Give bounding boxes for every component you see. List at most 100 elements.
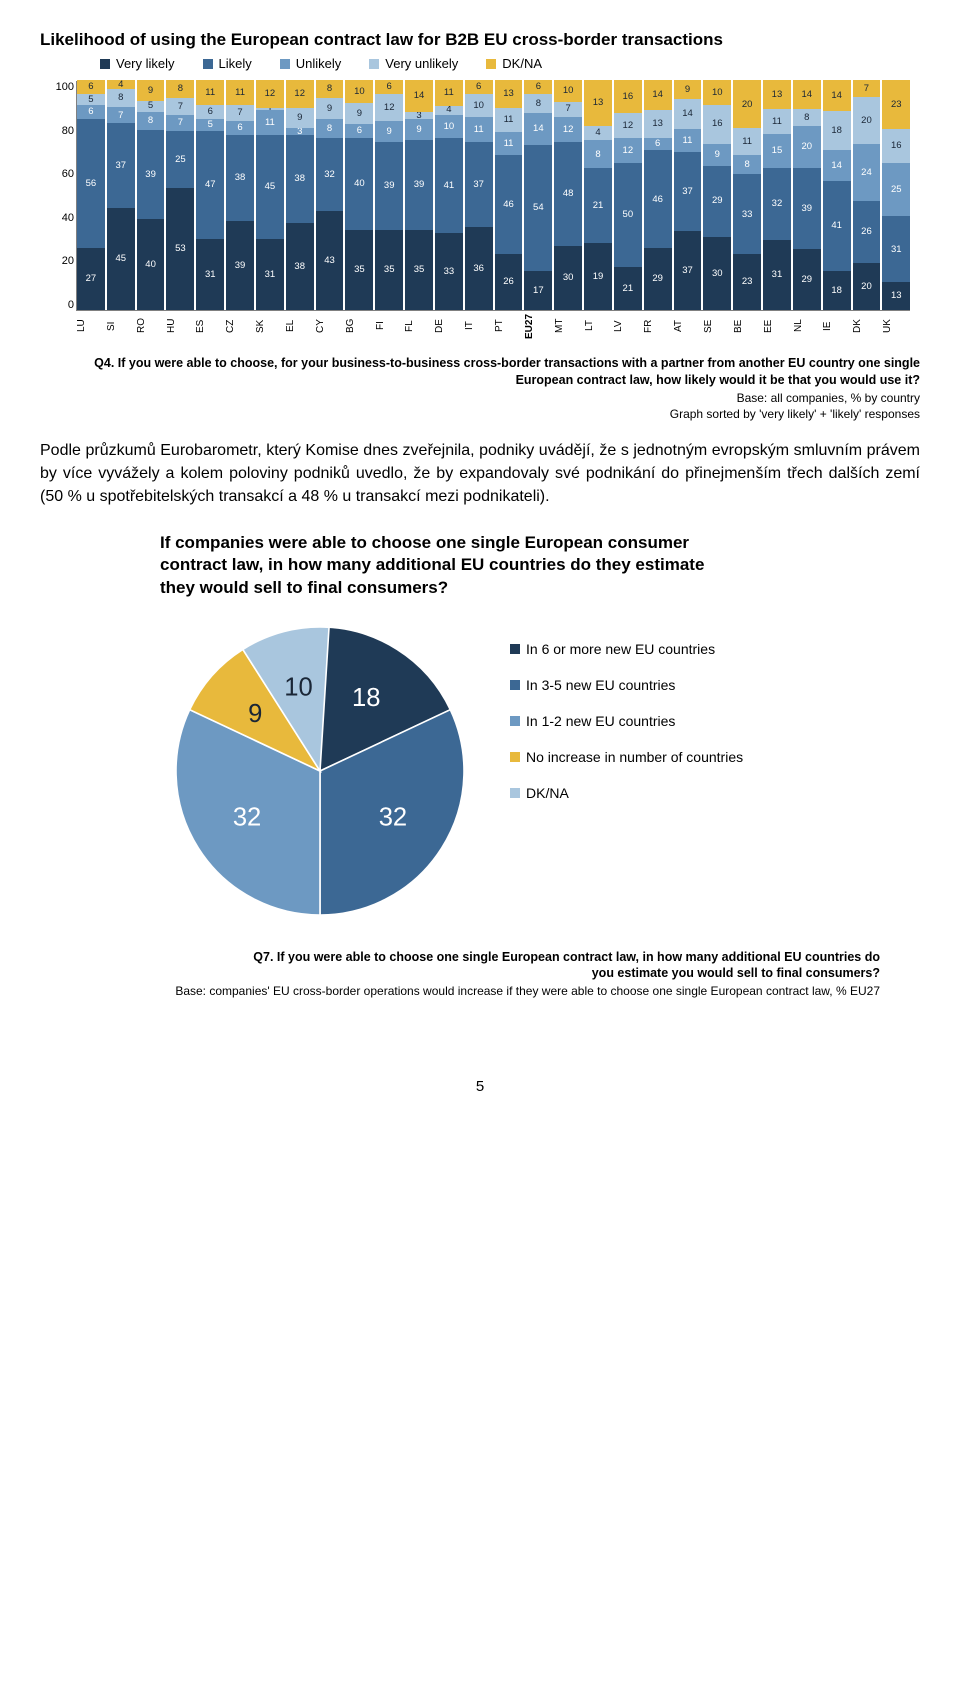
y-axis: 100806040200 xyxy=(46,81,74,311)
bar-segment: 14 xyxy=(644,80,672,110)
bar-segment: 50 xyxy=(614,163,642,267)
legend-label: In 3-5 new EU countries xyxy=(526,677,675,693)
bar-column: 19218413 xyxy=(584,80,612,310)
bar-segment: 8 xyxy=(166,80,194,98)
bar-segment: 16 xyxy=(882,129,910,163)
x-label: EE xyxy=(763,311,791,341)
bar-column: 4537784 xyxy=(107,80,135,310)
bar-segment: 32 xyxy=(316,138,344,212)
bar-segment: 12 xyxy=(554,117,582,143)
body-paragraph: Podle průzkumů Eurobarometr, který Komis… xyxy=(40,439,920,509)
bar-segment: 7 xyxy=(853,80,881,97)
bar-segment: 14 xyxy=(674,99,702,129)
x-label: FI xyxy=(375,311,403,341)
bar-segment: 7 xyxy=(226,105,254,121)
pie-chart: 183232910 xyxy=(160,611,480,931)
bar-segment: 24 xyxy=(853,144,881,201)
bar-segment: 4 xyxy=(435,106,463,115)
y-tick: 20 xyxy=(46,255,74,267)
bar-segment: 10 xyxy=(345,80,373,103)
pie-section: If companies were able to choose one sin… xyxy=(160,532,920,930)
bar-segment: 15 xyxy=(763,134,791,168)
bar-segment: 13 xyxy=(584,80,612,126)
bar-segment: 11 xyxy=(495,108,523,132)
y-tick: 100 xyxy=(46,81,74,93)
legend-label: Likely xyxy=(219,56,252,71)
bar-segment: 9 xyxy=(137,80,165,100)
x-label: LV xyxy=(613,311,641,341)
bar-segment: 9 xyxy=(316,98,344,119)
bar-column: 2150121216 xyxy=(614,80,642,310)
x-label: MT xyxy=(554,311,582,341)
legend-label: Very unlikely xyxy=(385,56,458,71)
bar-segment: 11 xyxy=(465,117,493,142)
bar-segment: 9 xyxy=(345,103,373,124)
y-tick: 60 xyxy=(46,168,74,180)
bar-segment: 38 xyxy=(226,135,254,222)
bar-segment: 3 xyxy=(405,112,433,119)
bar-segment: 17 xyxy=(524,271,552,310)
pie-legend-item: In 6 or more new EU countries xyxy=(510,641,743,657)
bar-segment: 36 xyxy=(465,227,493,310)
x-label: HU xyxy=(166,311,194,341)
bar-column: 4039859 xyxy=(137,80,165,310)
x-label: RO xyxy=(136,311,164,341)
pie-legend-item: In 1-2 new EU countries xyxy=(510,713,743,729)
bar-column: 304812710 xyxy=(554,80,582,310)
bar-column: 3132151113 xyxy=(763,80,791,310)
pie-slice-label: 18 xyxy=(352,684,380,712)
legend-label: In 1-2 new EU countries xyxy=(526,713,675,729)
legend-item: DK/NA xyxy=(486,56,542,71)
bar-segment: 6 xyxy=(375,80,403,94)
bar-segment: 45 xyxy=(107,208,135,310)
x-label: SI xyxy=(106,311,134,341)
bar-segment: 8 xyxy=(316,119,344,137)
bar-segment: 4 xyxy=(107,80,135,89)
x-axis-labels: LUSIROHUESCZSKELCYBGFIFLDEITPTEU27MTLTLV… xyxy=(76,311,910,341)
bar-segment: 12 xyxy=(614,138,642,163)
x-label: SK xyxy=(255,311,283,341)
bar-segment: 11 xyxy=(495,132,523,156)
pie-chart-legend: In 6 or more new EU countries In 3-5 new … xyxy=(510,641,743,801)
bar-segment: 47 xyxy=(196,131,224,239)
bar-segment: 7 xyxy=(107,107,135,123)
x-label: ES xyxy=(195,311,223,341)
bar-column: 363711106 xyxy=(465,80,493,310)
bar-segment: 9 xyxy=(674,80,702,99)
pie-legend-item: DK/NA xyxy=(510,785,743,801)
bar-segment: 8 xyxy=(793,109,821,126)
bar-column: 4332898 xyxy=(316,80,344,310)
bar-segment: 14 xyxy=(524,113,552,146)
bar-segment: 6 xyxy=(345,124,373,138)
bar-column: 35406910 xyxy=(345,80,373,310)
x-label: DE xyxy=(434,311,462,341)
bar-segment: 31 xyxy=(256,239,284,310)
bar-segment: 10 xyxy=(703,80,731,104)
bar-segment: 14 xyxy=(823,150,851,181)
bar-segment: 35 xyxy=(405,230,433,311)
bar-segment: 18 xyxy=(823,111,851,150)
bar-segment: 39 xyxy=(793,168,821,250)
bar-segment: 37 xyxy=(674,152,702,231)
legend-swatch xyxy=(510,680,520,690)
x-label: IT xyxy=(464,311,492,341)
bar-segment: 38 xyxy=(286,223,314,310)
pie-legend-item: No increase in number of countries xyxy=(510,749,743,765)
legend-label: Unlikely xyxy=(296,56,342,71)
bar-segment: 8 xyxy=(584,140,612,168)
x-label: CZ xyxy=(225,311,253,341)
bar-segment: 25 xyxy=(166,131,194,189)
bar-segment: 39 xyxy=(226,221,254,310)
bar-segment: 11 xyxy=(674,129,702,152)
bar-segment: 9 xyxy=(375,121,403,141)
bar-segment: 21 xyxy=(614,267,642,311)
bar-segment: 14 xyxy=(405,80,433,112)
bar-column: 1841141814 xyxy=(823,80,851,310)
bar-segment: 10 xyxy=(554,80,582,101)
x-label: UK xyxy=(882,311,910,341)
legend-swatch xyxy=(510,644,520,654)
bar-segment: 6 xyxy=(77,80,105,94)
bar-column: 17541486 xyxy=(524,80,552,310)
bar-segment: 23 xyxy=(882,80,910,129)
legend-item: Likely xyxy=(203,56,252,71)
